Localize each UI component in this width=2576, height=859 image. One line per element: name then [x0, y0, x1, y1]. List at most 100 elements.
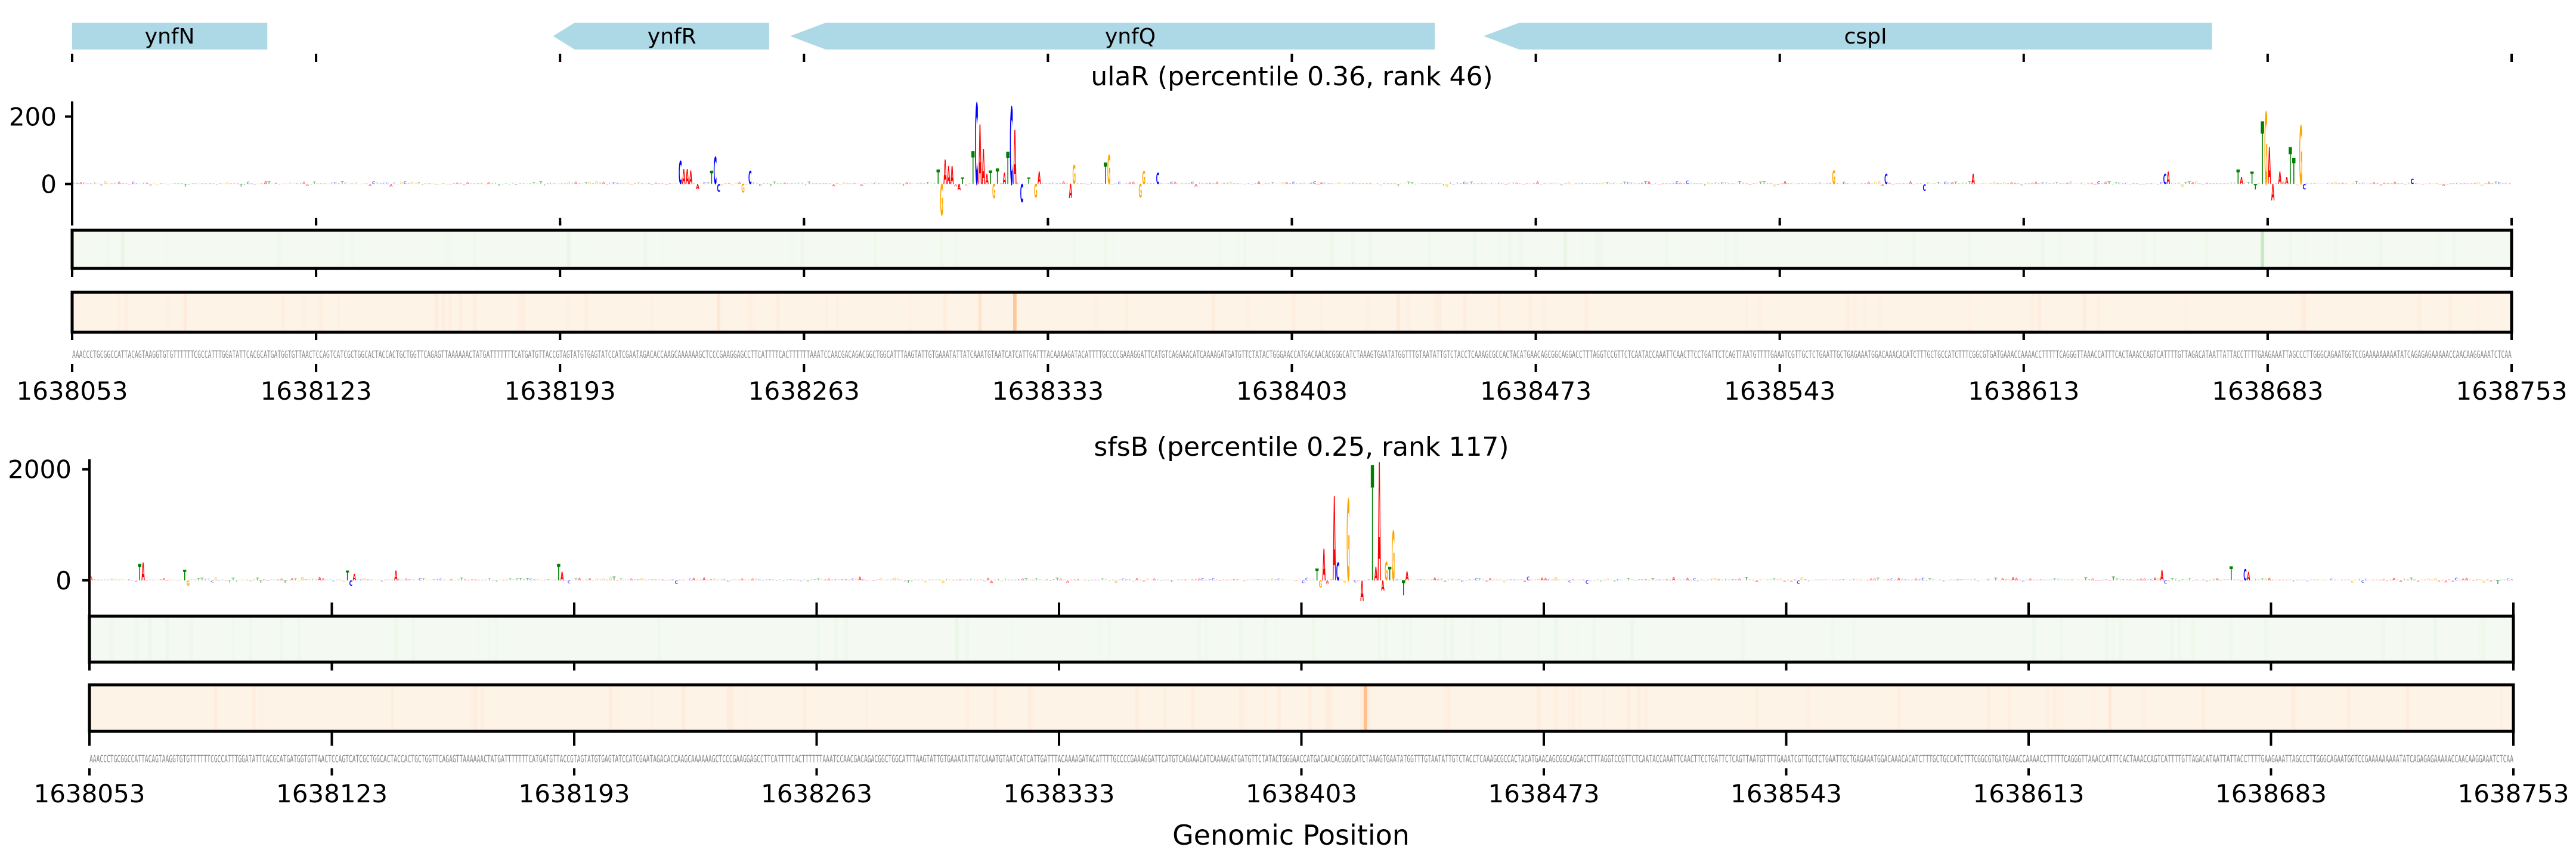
- logo-letter: A: [466, 182, 470, 185]
- logo-letter: A: [1083, 579, 1088, 580]
- logo-letter: A: [2330, 183, 2334, 185]
- logo-letter: C: [2202, 184, 2205, 185]
- logo-letter: T: [1160, 183, 1163, 184]
- logo-letter: A: [964, 184, 968, 186]
- logo-letter: A: [1243, 580, 1247, 582]
- logo-letter: A: [1488, 578, 1492, 582]
- logo-letter: T: [183, 567, 187, 585]
- logo-letter: C: [1890, 578, 1894, 581]
- track-green: [70, 228, 2513, 270]
- logo-letter: A: [815, 183, 819, 184]
- logo-letter: G: [1163, 183, 1167, 184]
- logo-letter: T: [1968, 181, 1971, 185]
- logo-letter: G: [1454, 579, 1457, 581]
- track-stripe: [2041, 230, 2045, 268]
- logo-letter: G: [741, 183, 745, 196]
- logo-letter: C: [1336, 558, 1340, 586]
- logo-letter: A: [1090, 579, 1094, 580]
- logo-letter: T: [973, 579, 976, 580]
- logo-letter: A: [389, 184, 393, 188]
- logo-letter: C: [2205, 580, 2209, 582]
- track-stripe: [2347, 685, 2351, 731]
- logo-letter: G: [257, 183, 261, 184]
- track-stripe: [1863, 292, 1867, 332]
- logo-letter: A: [89, 575, 93, 582]
- logo-letter: T: [797, 183, 801, 185]
- logo-letter: T: [1397, 184, 1400, 187]
- logo-letter: G: [567, 181, 571, 185]
- track-stripe: [1537, 685, 1541, 731]
- logo-letter: T: [2237, 579, 2240, 580]
- logo-letter: T: [773, 182, 776, 186]
- logo-letter: G: [173, 579, 177, 580]
- logo-letter: G: [581, 183, 585, 184]
- logo-letter: G: [843, 182, 846, 185]
- logo-letter: G: [1567, 182, 1571, 186]
- logo-letter: G: [292, 183, 296, 184]
- track-stripe: [1554, 616, 1558, 662]
- track-stripe: [682, 685, 685, 731]
- logo-letter: A: [846, 183, 850, 184]
- logo-letter: A: [1393, 183, 1397, 184]
- track-highlight: [978, 292, 982, 332]
- track-stripe: [2500, 685, 2503, 731]
- logo-letter: T: [2058, 183, 2062, 184]
- logo-letter: A: [682, 579, 686, 580]
- track-stripe: [1329, 685, 1333, 731]
- logo-letter: G: [540, 579, 544, 580]
- logo-letter: A: [1515, 183, 1519, 185]
- logo-letter: C: [419, 578, 422, 582]
- track-stripe: [1204, 616, 1208, 662]
- logo-letter: C: [1561, 184, 1564, 186]
- logo-letter: T: [2181, 579, 2185, 581]
- track-stripe: [2058, 230, 2062, 268]
- logo-letter: T: [288, 183, 292, 184]
- logo-letter: A: [1317, 184, 1321, 186]
- track-stripe: [2153, 230, 2156, 268]
- logo-letter: A: [2139, 184, 2143, 185]
- x-tick-label: 1638613: [1968, 376, 2079, 406]
- logo-letter: A: [630, 578, 633, 581]
- logo-letter: T: [902, 184, 905, 187]
- logo-letter: A: [2029, 578, 2032, 581]
- logo-letter: A: [166, 580, 170, 581]
- logo-letter: G: [1379, 184, 1383, 187]
- logo-letter: T: [1835, 183, 1839, 184]
- logo-letter: A: [2215, 183, 2219, 184]
- track-stripe: [184, 292, 187, 332]
- logo-letter: G: [1132, 580, 1135, 582]
- logo-letter: A: [2205, 183, 2209, 185]
- logo-letter: C: [1949, 579, 1953, 580]
- logo-letter: A: [225, 580, 229, 581]
- logo-letter: C: [568, 580, 571, 585]
- logo-letter: A: [1536, 181, 1540, 185]
- logo-letter: T: [969, 579, 973, 581]
- track-stripe: [2046, 685, 2049, 731]
- logo-letter: A: [2493, 579, 2497, 580]
- logo-letter: A: [1869, 578, 1873, 581]
- logo-letter: A: [1184, 183, 1188, 184]
- logo-letter: T: [1247, 183, 1250, 184]
- logo-letter: T: [1145, 183, 1149, 185]
- logo-letter: A: [452, 183, 456, 184]
- logo-letter: A: [1329, 579, 1333, 581]
- logo-letter: A: [727, 183, 732, 184]
- logo-letter: A: [2295, 579, 2299, 580]
- logo-letter: G: [1762, 579, 1766, 580]
- logo-letter: T: [2316, 579, 2320, 580]
- x-tick-label: 1638683: [2215, 779, 2327, 808]
- track-stripe: [1111, 230, 1114, 268]
- logo-letter: A: [2337, 183, 2342, 184]
- logo-letter: T: [93, 182, 97, 185]
- track-stripe: [2191, 616, 2195, 662]
- logo-letter: C: [1797, 579, 1800, 586]
- track-stripe: [752, 292, 756, 332]
- logo-letter: A: [1194, 184, 1198, 188]
- logo-letter: G: [1606, 578, 1610, 581]
- logo-letter: G: [1278, 183, 1282, 184]
- logo-letter: T: [176, 580, 179, 581]
- logo-letter: G: [285, 183, 289, 184]
- logo-letter: T: [235, 580, 239, 582]
- logo-letter: G: [1773, 184, 1776, 188]
- logo-letter: G: [301, 576, 304, 582]
